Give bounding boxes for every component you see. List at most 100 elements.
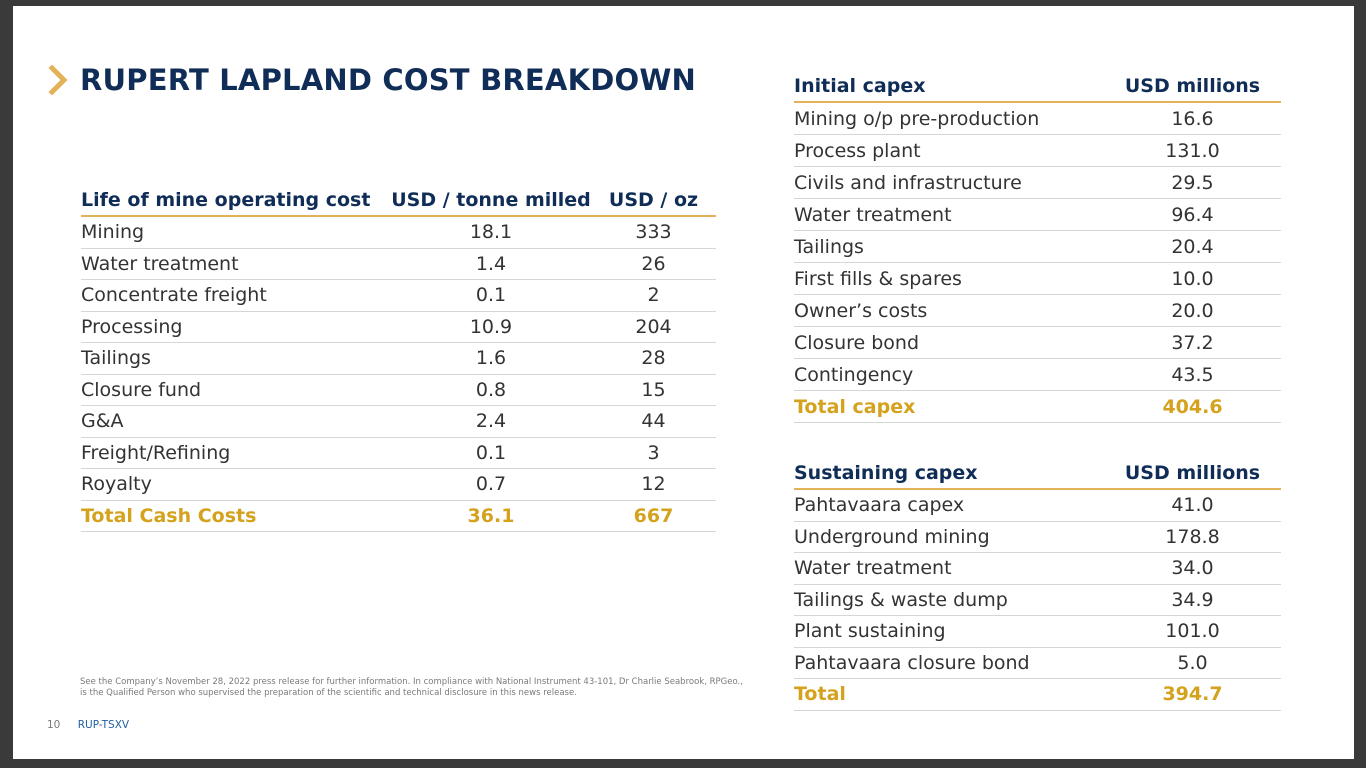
table-row: Water treatment 1.4 26 <box>81 248 716 280</box>
column-header: USD / tonne milled <box>391 189 591 217</box>
table-row: Freight/Refining 0.1 3 <box>81 437 716 469</box>
cost-per-oz: 204 <box>591 311 716 343</box>
row-label: Water treatment <box>81 248 391 280</box>
column-header: Initial capex <box>794 75 1104 103</box>
row-value: 34.9 <box>1104 584 1281 616</box>
cost-per-tonne: 0.8 <box>391 374 591 406</box>
row-label: Royalty <box>81 468 391 501</box>
table-row: Tailings 20.4 <box>794 230 1281 263</box>
row-value: 10.0 <box>1104 262 1281 295</box>
row-label: Closure bond <box>794 326 1104 359</box>
total-label: Total capex <box>794 390 1104 423</box>
row-value: 20.4 <box>1104 230 1281 263</box>
total-value: 404.6 <box>1104 390 1281 423</box>
total-row: Total Cash Costs 36.1 667 <box>81 500 716 532</box>
row-value: 34.0 <box>1104 552 1281 585</box>
table-header-row: Life of mine operating cost USD / tonne … <box>81 189 716 217</box>
chevron-right-icon <box>48 65 68 95</box>
table-header-row: Sustaining capex USD millions <box>794 462 1281 490</box>
table-row: Plant sustaining 101.0 <box>794 615 1281 648</box>
table-row: First fills & spares 10.0 <box>794 262 1281 295</box>
footnote: See the Company’s November 28, 2022 pres… <box>80 677 743 698</box>
row-label: Water treatment <box>794 552 1104 585</box>
row-label: Mining <box>81 216 391 249</box>
row-label: Plant sustaining <box>794 615 1104 648</box>
operating-cost-table: Life of mine operating cost USD / tonne … <box>81 189 716 532</box>
table-row: G&A 2.4 44 <box>81 405 716 438</box>
row-label: Closure fund <box>81 374 391 406</box>
table-row: Civils and infrastructure 29.5 <box>794 166 1281 199</box>
row-value: 101.0 <box>1104 615 1281 648</box>
page-number: 10 <box>47 719 61 731</box>
initial-capex-table: Initial capex USD millions Mining o/p pr… <box>794 75 1281 423</box>
column-header: USD millions <box>1104 462 1281 490</box>
row-value: 131.0 <box>1104 134 1281 167</box>
cost-per-oz: 3 <box>591 437 716 469</box>
column-header: USD / oz <box>591 189 716 217</box>
table-row: Mining o/p pre-production 16.6 <box>794 102 1281 135</box>
row-value: 178.8 <box>1104 521 1281 553</box>
total-label: Total Cash Costs <box>81 500 391 532</box>
row-value: 20.0 <box>1104 294 1281 327</box>
cost-per-oz: 2 <box>591 279 716 312</box>
row-label: Water treatment <box>794 198 1104 231</box>
sustaining-capex-table: Sustaining capex USD millions Pahtavaara… <box>794 462 1281 711</box>
cost-per-oz: 12 <box>591 468 716 501</box>
table-header-row: Initial capex USD millions <box>794 75 1281 103</box>
row-value: 96.4 <box>1104 198 1281 231</box>
table-row: Pahtavaara closure bond 5.0 <box>794 647 1281 679</box>
row-label: Underground mining <box>794 521 1104 553</box>
table-row: Closure fund 0.8 15 <box>81 374 716 406</box>
row-label: G&A <box>81 405 391 438</box>
row-label: Freight/Refining <box>81 437 391 469</box>
row-value: 16.6 <box>1104 102 1281 135</box>
row-label: Tailings & waste dump <box>794 584 1104 616</box>
row-value: 41.0 <box>1104 489 1281 522</box>
row-value: 29.5 <box>1104 166 1281 199</box>
row-label: Civils and infrastructure <box>794 166 1104 199</box>
slide: RUPERT LAPLAND COST BREAKDOWN Life of mi… <box>13 6 1354 759</box>
row-label: Pahtavaara closure bond <box>794 647 1104 679</box>
row-value: 5.0 <box>1104 647 1281 679</box>
total-row: Total capex 404.6 <box>794 390 1281 423</box>
cost-per-tonne: 18.1 <box>391 216 591 249</box>
row-label: Concentrate freight <box>81 279 391 312</box>
cost-per-oz: 15 <box>591 374 716 406</box>
cost-per-oz: 28 <box>591 342 716 375</box>
table-row: Owner’s costs 20.0 <box>794 294 1281 327</box>
row-label: Processing <box>81 311 391 343</box>
cost-per-tonne: 0.1 <box>391 437 591 469</box>
table-row: Tailings & waste dump 34.9 <box>794 584 1281 616</box>
cost-per-tonne: 0.1 <box>391 279 591 312</box>
table-row: Concentrate freight 0.1 2 <box>81 279 716 312</box>
row-label: Mining o/p pre-production <box>794 102 1104 135</box>
cost-per-oz: 44 <box>591 405 716 438</box>
row-label: Tailings <box>794 230 1104 263</box>
row-label: First fills & spares <box>794 262 1104 295</box>
row-label: Pahtavaara capex <box>794 489 1104 522</box>
row-label: Contingency <box>794 358 1104 391</box>
footer: 10 RUP-TSXV <box>47 719 129 731</box>
table-row: Water treatment 96.4 <box>794 198 1281 231</box>
total-row: Total 394.7 <box>794 678 1281 711</box>
cost-per-tonne: 0.7 <box>391 468 591 501</box>
row-label: Tailings <box>81 342 391 375</box>
cost-per-tonne: 10.9 <box>391 311 591 343</box>
page-title: RUPERT LAPLAND COST BREAKDOWN <box>80 63 697 97</box>
cost-per-oz: 333 <box>591 216 716 249</box>
total-value: 394.7 <box>1104 678 1281 711</box>
column-header: Sustaining capex <box>794 462 1104 490</box>
column-header: USD millions <box>1104 75 1281 103</box>
table-row: Royalty 0.7 12 <box>81 468 716 501</box>
row-value: 37.2 <box>1104 326 1281 359</box>
table-row: Processing 10.9 204 <box>81 311 716 343</box>
column-header: Life of mine operating cost <box>81 189 391 217</box>
cost-per-oz: 26 <box>591 248 716 280</box>
cost-per-tonne: 2.4 <box>391 405 591 438</box>
table-row: Tailings 1.6 28 <box>81 342 716 375</box>
row-label: Process plant <box>794 134 1104 167</box>
title-row: RUPERT LAPLAND COST BREAKDOWN <box>48 63 696 97</box>
table-row: Contingency 43.5 <box>794 358 1281 391</box>
total-per-oz: 667 <box>591 500 716 532</box>
table-row: Pahtavaara capex 41.0 <box>794 489 1281 522</box>
